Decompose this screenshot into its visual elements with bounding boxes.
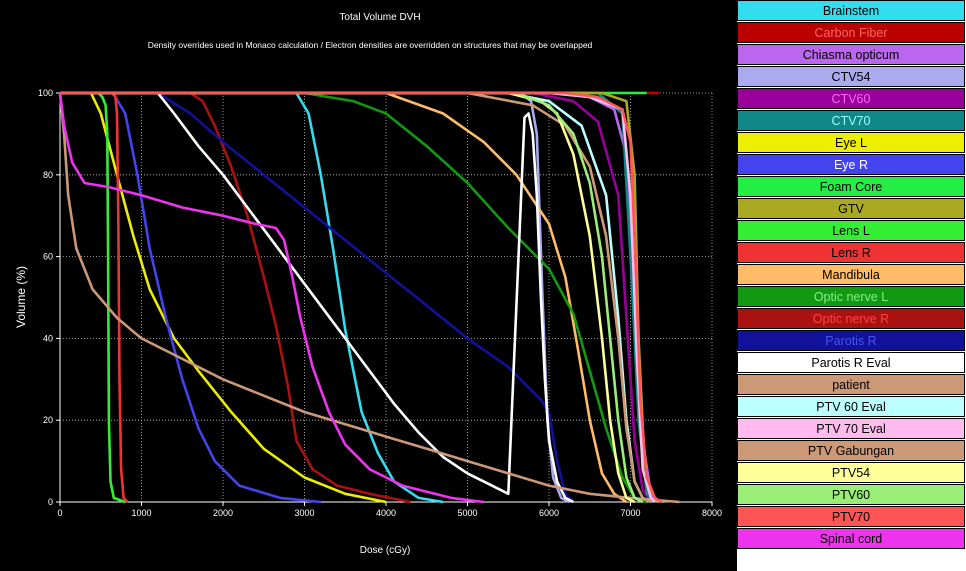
legend-item-patient: patient (737, 374, 965, 395)
series-lines (58, 91, 680, 504)
y-tick-label: 80 (43, 170, 53, 180)
x-tick-label: 8000 (702, 508, 722, 518)
dvh-line-eye-r (60, 91, 321, 504)
legend-item-brainstem: Brainstem (737, 0, 965, 21)
legend-item-ptv60: PTV60 (737, 484, 965, 505)
dvh-line-lens-r (60, 91, 129, 503)
legend-item-ptv-gabungan: PTV Gabungan (737, 440, 965, 461)
dvh-line-optic-nerve-l (60, 91, 648, 504)
x-tick-label: 4000 (376, 508, 396, 518)
y-tick-label: 40 (43, 333, 53, 343)
dvh-line-parotis-r-eval (60, 91, 574, 504)
x-tick-label: 2000 (213, 508, 233, 518)
legend-item-optic-nerve-r: Optic nerve R (737, 308, 965, 329)
dvh-line-parotis-r (60, 91, 575, 503)
dvh-line-lens-l (60, 91, 126, 504)
y-axis-label: Volume (%) (14, 266, 28, 328)
legend-item-ptv-60-eval: PTV 60 Eval (737, 396, 965, 417)
legend-item-lens-r: Lens R (737, 242, 965, 263)
x-tick-label: 7000 (620, 508, 640, 518)
x-tick-label: 6000 (539, 508, 559, 518)
tick-labels: 0 1000 2000 3000 4000 5000 6000 7000 8000 0 20 40 60… (38, 88, 722, 518)
legend-item-ctv54: CTV54 (737, 66, 965, 87)
x-tick-label: 5000 (457, 508, 477, 518)
legend-item-ptv-70-eval: PTV 70 Eval (737, 418, 965, 439)
dvh-chart: Total Volume DVH Density overrides used … (14, 12, 722, 556)
dvh-line-spinal-cord (58, 92, 484, 504)
dvh-line-patient (58, 92, 680, 504)
chart-title: Total Volume DVH (339, 12, 420, 23)
legend-item-parotis-r-eval: Parotis R Eval (737, 352, 965, 373)
legend-item-ctv60: CTV60 (737, 88, 965, 109)
dvh-line-ptv-60-eval (60, 91, 652, 504)
dvh-line-eye-l (60, 91, 387, 504)
legend-item-eye-r: Eye R (737, 154, 965, 175)
legend-item-carbon-fiber: Carbon Fiber (737, 22, 965, 43)
legend-item-spinal-cord: Spinal cord (737, 528, 965, 549)
x-tick-label: 1000 (131, 508, 151, 518)
dvh-plot-panel: Total Volume DVH Density overrides used … (0, 0, 737, 571)
dvh-line-ptv70 (60, 91, 663, 504)
dvh-line-brainstem (60, 91, 444, 504)
legend-item-parotis-r: Parotis R (737, 330, 965, 351)
y-tick-label: 100 (38, 88, 53, 98)
dvh-line-ptv60 (60, 91, 644, 504)
dvh-line-optic-nerve-r (60, 91, 411, 504)
x-tick-label: 3000 (294, 508, 314, 518)
legend-item-ptv70: PTV70 (737, 506, 965, 527)
legend-item-foam-core: Foam Core (737, 176, 965, 197)
x-axis-label: Dose (cGy) (360, 545, 411, 556)
legend-item-gtv: GTV (737, 198, 965, 219)
legend-item-eye-l: Eye L (737, 132, 965, 153)
y-tick-label: 0 (48, 497, 53, 507)
legend-item-mandibula: Mandibula (737, 264, 965, 285)
structure-legend: Brainstem Carbon Fiber Chiasma opticum CTV5… (737, 0, 966, 571)
dvh-line-ptv-70-eval (60, 91, 656, 503)
legend-item-optic-nerve-l: Optic nerve L (737, 286, 965, 307)
legend-item-lens-l: Lens L (737, 220, 965, 241)
dvh-line-ctv60 (60, 91, 652, 503)
y-tick-label: 20 (43, 415, 53, 425)
legend-item-ptv54: PTV54 (737, 462, 965, 483)
legend-item-ctv70: CTV70 (737, 110, 965, 131)
chart-subtitle: Density overrides used in Monaco calcula… (148, 40, 593, 50)
dvh-line-ptv-gabungan (60, 91, 652, 504)
y-tick-label: 60 (43, 252, 53, 262)
x-tick-label: 0 (57, 508, 62, 518)
dvh-line-gtv (60, 91, 658, 504)
legend-item-chiasma-opticum: Chiasma opticum (737, 44, 965, 65)
